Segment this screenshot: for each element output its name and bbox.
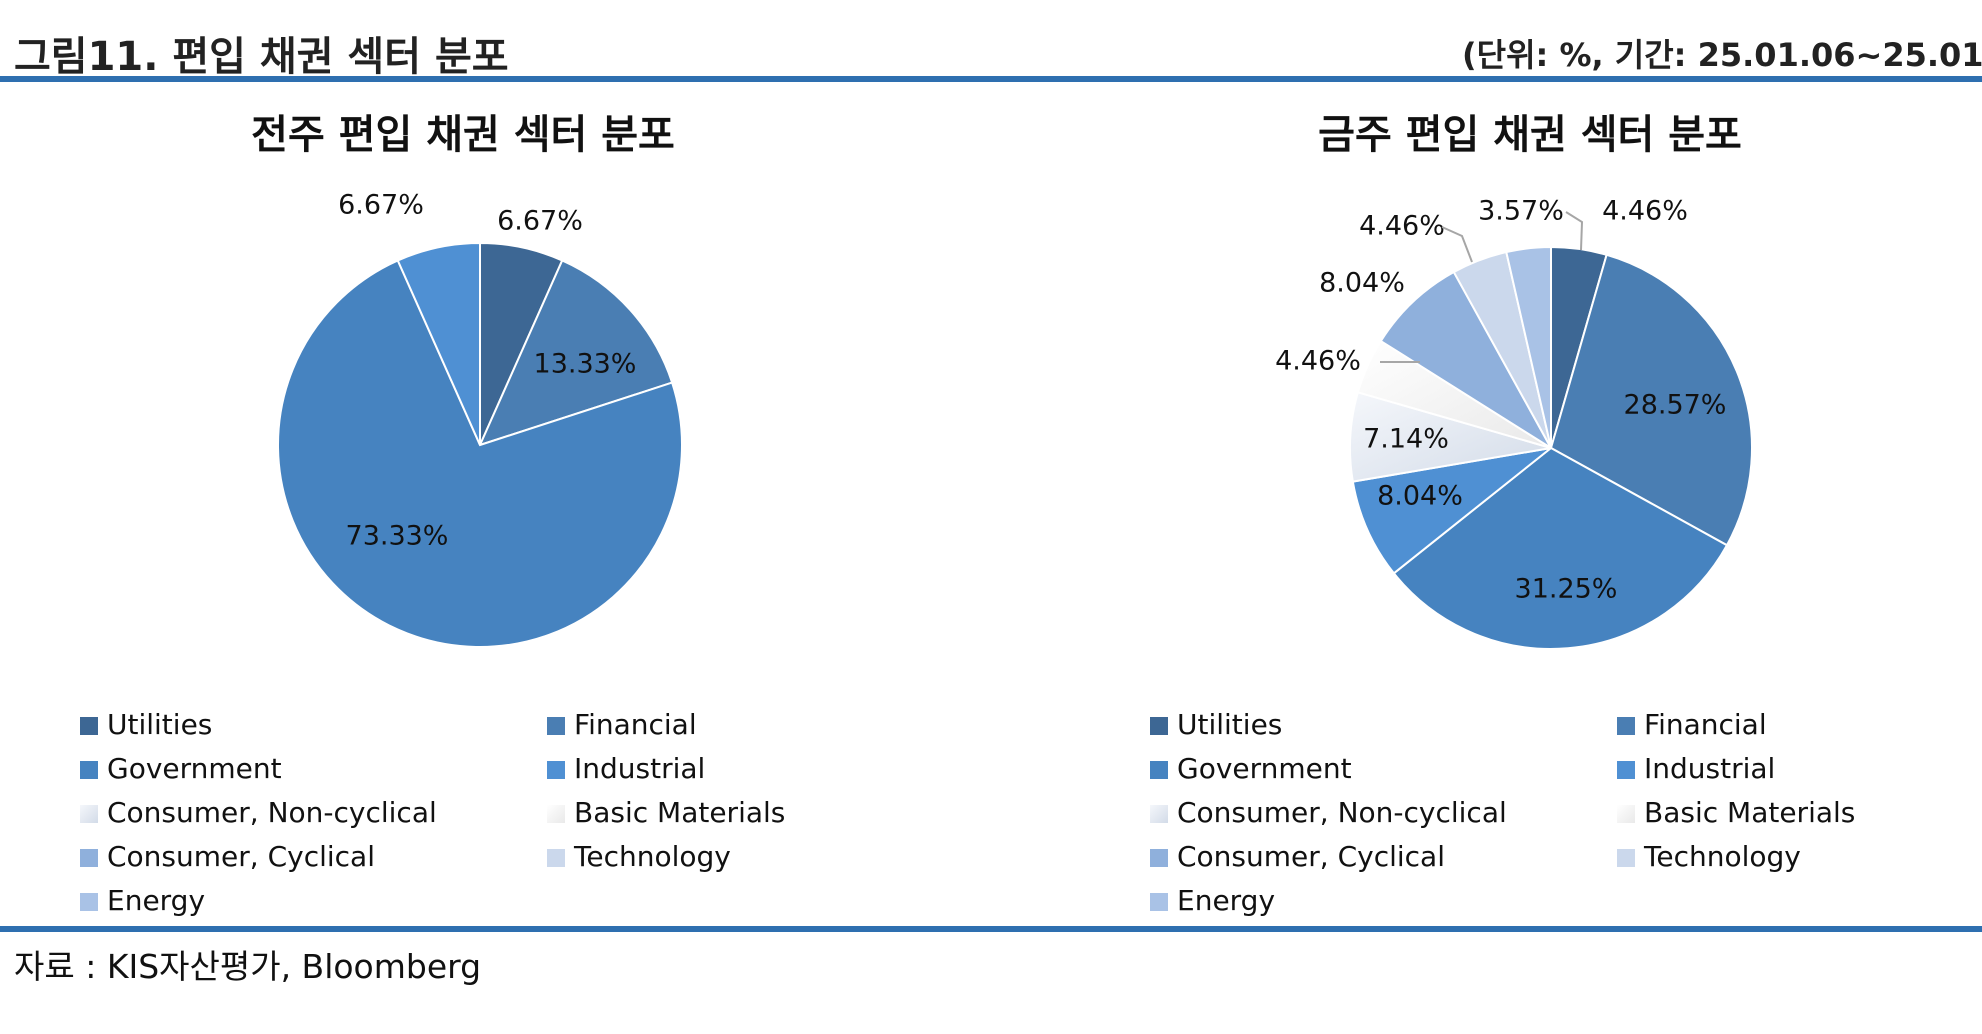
pie-slice-government bbox=[277, 259, 683, 648]
legend-swatch-consumer-non-cyclical bbox=[1150, 805, 1168, 823]
legend-swatch-energy bbox=[80, 893, 98, 911]
legend-label-government: Government bbox=[107, 752, 282, 785]
legend-label-consumer-non-cyclical: Consumer, Non-cyclical bbox=[107, 796, 437, 829]
legend-label-consumer-non-cyclical: Consumer, Non-cyclical bbox=[1177, 796, 1507, 829]
unit-period-note: (단위: %, 기간: 25.01.06~25.01.10 bbox=[1462, 36, 1982, 74]
data-label-energy: 3.57% bbox=[1478, 196, 1564, 227]
legend-swatch-financial bbox=[1617, 717, 1635, 735]
legend-label-utilities: Utilities bbox=[107, 708, 212, 741]
chart-title-last-week: 전주 편입 채권 섹터 분포 bbox=[251, 112, 675, 158]
legend-label-financial: Financial bbox=[1644, 708, 1767, 741]
legend-swatch-government bbox=[80, 761, 98, 779]
legend-swatch-basic-materials bbox=[547, 805, 565, 823]
legend-label-technology: Technology bbox=[573, 840, 731, 873]
source-note: 자료 : KIS자산평가, Bloomberg bbox=[14, 947, 482, 986]
chart-title-this-week: 금주 편입 채권 섹터 분포 bbox=[1318, 112, 1742, 158]
legend-swatch-consumer-non-cyclical bbox=[80, 805, 98, 823]
top-rule bbox=[0, 76, 1982, 82]
pie-slice-financial bbox=[1549, 253, 1753, 547]
legend-label-consumer-cyclical: Consumer, Cyclical bbox=[107, 840, 375, 873]
legend-swatch-basic-materials bbox=[1617, 805, 1635, 823]
pie-slice-industrial bbox=[1351, 447, 1552, 575]
legend-swatch-utilities bbox=[80, 717, 98, 735]
legend-swatch-technology bbox=[1617, 849, 1635, 867]
legend-swatch-financial bbox=[547, 717, 565, 735]
pie-slice-consumer-cyclical bbox=[1379, 270, 1552, 449]
data-label-consumer-cyclical: 8.04% bbox=[1319, 268, 1405, 299]
pie-slice-financial bbox=[478, 259, 674, 447]
bottom-rule bbox=[0, 926, 1982, 932]
data-label-financial: 13.33% bbox=[534, 349, 637, 380]
data-label-industrial: 6.67% bbox=[338, 190, 424, 221]
legend-swatch-industrial bbox=[547, 761, 565, 779]
legend-swatch-industrial bbox=[1617, 761, 1635, 779]
legend-label-technology: Technology bbox=[1643, 840, 1801, 873]
leader-line-technology bbox=[1441, 226, 1473, 263]
pie-this-week: 4.46% 28.57% 31.25% 8.04% 7.14% 4.46% 8.04% 4.4… bbox=[1275, 196, 1753, 650]
pie-last-week: 6.67% 13.33% 73.33% 6.67% bbox=[277, 190, 683, 648]
data-label-industrial: 8.04% bbox=[1377, 481, 1463, 512]
data-label-basic-materials: 4.46% bbox=[1275, 346, 1361, 377]
legend-swatch-energy bbox=[1150, 893, 1168, 911]
pie-slice-government bbox=[1392, 446, 1729, 650]
legend-this-week: Utilities Financial Government Industrial Co… bbox=[1150, 708, 1855, 917]
legend-label-financial: Financial bbox=[574, 708, 697, 741]
leader-line-energy bbox=[1565, 211, 1584, 251]
data-label-government: 73.33% bbox=[346, 521, 449, 552]
legend-swatch-technology bbox=[547, 849, 565, 867]
legend-swatch-consumer-cyclical bbox=[80, 849, 98, 867]
data-label-government: 31.25% bbox=[1515, 574, 1618, 605]
data-label-utilities: 4.46% bbox=[1602, 196, 1688, 227]
legend-label-industrial: Industrial bbox=[1644, 752, 1775, 785]
legend-swatch-consumer-cyclical bbox=[1150, 849, 1168, 867]
data-label-consumer-non-cyclical: 7.14% bbox=[1363, 424, 1449, 455]
data-label-technology: 4.46% bbox=[1359, 211, 1445, 242]
legend-label-basic-materials: Basic Materials bbox=[574, 796, 785, 829]
legend-label-energy: Energy bbox=[1177, 884, 1275, 917]
legend-label-utilities: Utilities bbox=[1177, 708, 1282, 741]
pie-slice-industrial bbox=[396, 241, 481, 446]
legend-last-week: Utilities Financial Government Industrial Co… bbox=[80, 708, 785, 917]
legend-label-consumer-cyclical: Consumer, Cyclical bbox=[1177, 840, 1445, 873]
data-label-utilities: 6.67% bbox=[497, 206, 583, 237]
legend-swatch-utilities bbox=[1150, 717, 1168, 735]
legend-label-energy: Energy bbox=[107, 884, 205, 917]
data-label-financial: 28.57% bbox=[1624, 390, 1727, 421]
legend-label-government: Government bbox=[1177, 752, 1352, 785]
legend-label-industrial: Industrial bbox=[574, 752, 705, 785]
legend-label-basic-materials: Basic Materials bbox=[1644, 796, 1855, 829]
legend-swatch-government bbox=[1150, 761, 1168, 779]
pie-slice-energy bbox=[1505, 245, 1552, 449]
figure-title: 그림11. 편입 채권 섹터 분포 bbox=[14, 34, 509, 80]
